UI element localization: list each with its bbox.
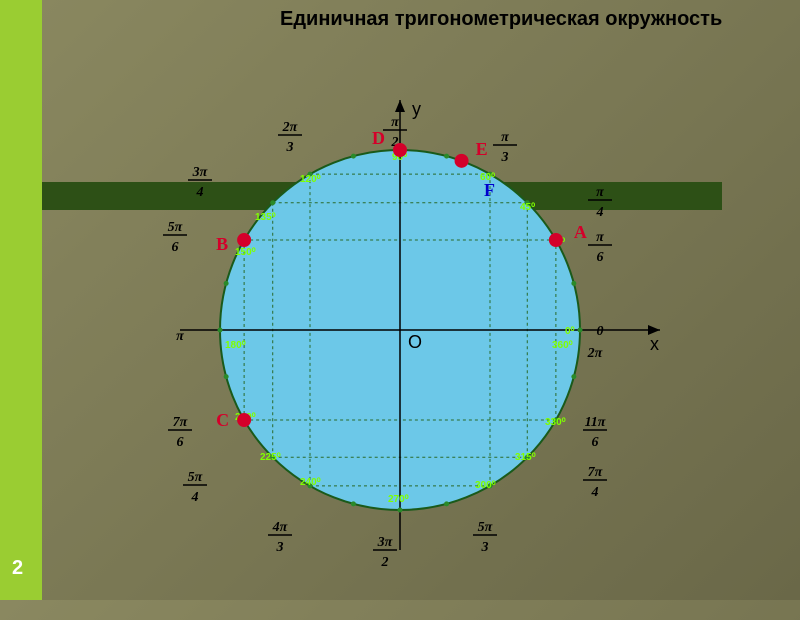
svg-text:3: 3 [481,540,489,555]
svg-text:180⁰: 180⁰ [225,340,246,351]
svg-text:240⁰: 240⁰ [300,477,321,488]
svg-text:270⁰: 270⁰ [388,494,409,505]
svg-text:315⁰: 315⁰ [515,452,536,463]
svg-text:3π: 3π [192,165,208,180]
svg-text:4: 4 [196,185,204,200]
svg-text:5π: 5π [168,220,183,235]
svg-text:π: π [176,329,184,344]
svg-text:300⁰: 300⁰ [475,480,496,491]
svg-text:5π: 5π [188,470,203,485]
svg-text:3π: 3π [377,535,393,550]
svg-text:7π: 7π [173,415,188,430]
svg-text:0⁰: 0⁰ [565,326,575,337]
svg-text:0: 0 [597,324,604,339]
svg-text:A: A [574,222,587,242]
svg-text:2π: 2π [587,346,603,361]
svg-text:2: 2 [381,555,389,570]
svg-text:2π: 2π [282,120,298,135]
svg-text:4π: 4π [272,520,288,535]
svg-text:45⁰: 45⁰ [520,202,535,213]
page-title: Единичная тригонометрическая окружность [280,8,800,31]
svg-text:y: y [412,99,421,119]
svg-text:E: E [476,139,488,159]
svg-text:B: B [216,234,228,254]
svg-text:120⁰: 120⁰ [300,174,321,185]
svg-text:3: 3 [276,540,284,555]
svg-text:330⁰: 330⁰ [545,417,566,428]
svg-text:π: π [501,130,509,145]
svg-text:4: 4 [591,485,599,500]
svg-text:π: π [391,115,399,130]
left-sidebar [0,0,42,600]
svg-text:O: O [408,332,422,352]
svg-text:6: 6 [597,250,604,265]
svg-text:135⁰: 135⁰ [255,212,276,223]
svg-text:π: π [596,230,604,245]
svg-text:225⁰: 225⁰ [260,452,281,463]
svg-text:D: D [372,128,385,148]
svg-text:4: 4 [596,205,604,220]
svg-text:11π: 11π [585,415,606,430]
svg-text:360⁰: 360⁰ [552,340,573,351]
page-number: 2 [12,557,23,580]
svg-text:π: π [596,185,604,200]
svg-text:3: 3 [501,150,509,165]
svg-text:7π: 7π [588,465,603,480]
svg-text:C: C [216,410,229,430]
svg-text:x: x [650,334,659,354]
svg-text:5π: 5π [478,520,493,535]
svg-text:6: 6 [592,435,599,450]
svg-text:6: 6 [177,435,184,450]
svg-text:3: 3 [286,140,294,155]
svg-text:150⁰: 150⁰ [235,247,256,258]
svg-text:4: 4 [191,490,199,505]
svg-text:F: F [484,180,495,200]
unit-circle-diagram: xyO0⁰30⁰45⁰60⁰90⁰120⁰135⁰150⁰180⁰210⁰225… [150,60,710,620]
svg-text:6: 6 [172,240,179,255]
